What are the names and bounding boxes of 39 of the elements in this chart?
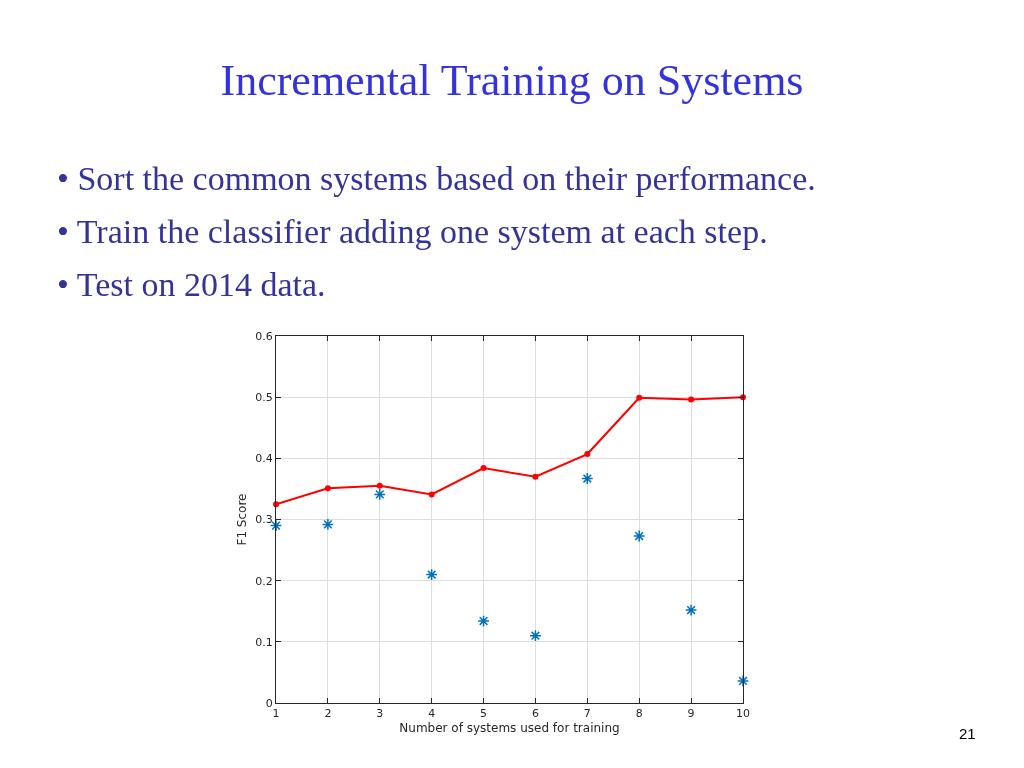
x-tick-label: 4 (428, 707, 436, 721)
point (529, 629, 542, 642)
y-tick-label: 0.4 (255, 452, 273, 466)
point (321, 518, 335, 531)
y-tick-label: 0.3 (255, 513, 273, 527)
point (684, 603, 698, 617)
point (376, 482, 383, 489)
point (425, 568, 438, 581)
point (324, 485, 331, 492)
y-tick-label: 0 (265, 696, 273, 710)
text: 21 (959, 725, 976, 742)
y-tick-label: 0.5 (255, 391, 273, 405)
point (477, 614, 490, 628)
chart-subtitle: • Sort the common systems based on their performance. • Train the classifier adding one system at each step. • Test on 2014 data. (57, 160, 816, 303)
x-tick-label: 10 (736, 707, 750, 721)
x-tick-label: 7 (583, 707, 591, 721)
x-tick-label: 5 (480, 707, 488, 721)
y-tick-label: 0.2 (255, 574, 273, 588)
point (428, 491, 435, 498)
y-axis-title: F1 Score (234, 493, 249, 546)
point (581, 472, 594, 485)
x-tick-label: 9 (687, 707, 695, 721)
y-tick-label: 0.6 (255, 329, 273, 343)
x-tick-label: 1 (272, 707, 280, 721)
point (636, 394, 643, 401)
x-axis-title: Number of systems used for training (399, 721, 620, 736)
point (633, 529, 646, 543)
point (480, 465, 487, 472)
point (532, 473, 539, 480)
chart-title: Incremental Training on Systems (220, 56, 804, 106)
point (736, 674, 750, 688)
point (373, 488, 386, 501)
x-tick-label: 6 (531, 707, 539, 721)
point (584, 451, 591, 458)
x-tick-label: 3 (376, 707, 384, 721)
point (688, 396, 695, 403)
x-tick-label: 8 (635, 707, 643, 721)
y-tick-label: 0.1 (255, 635, 273, 649)
x-tick-label: 2 (324, 707, 332, 721)
